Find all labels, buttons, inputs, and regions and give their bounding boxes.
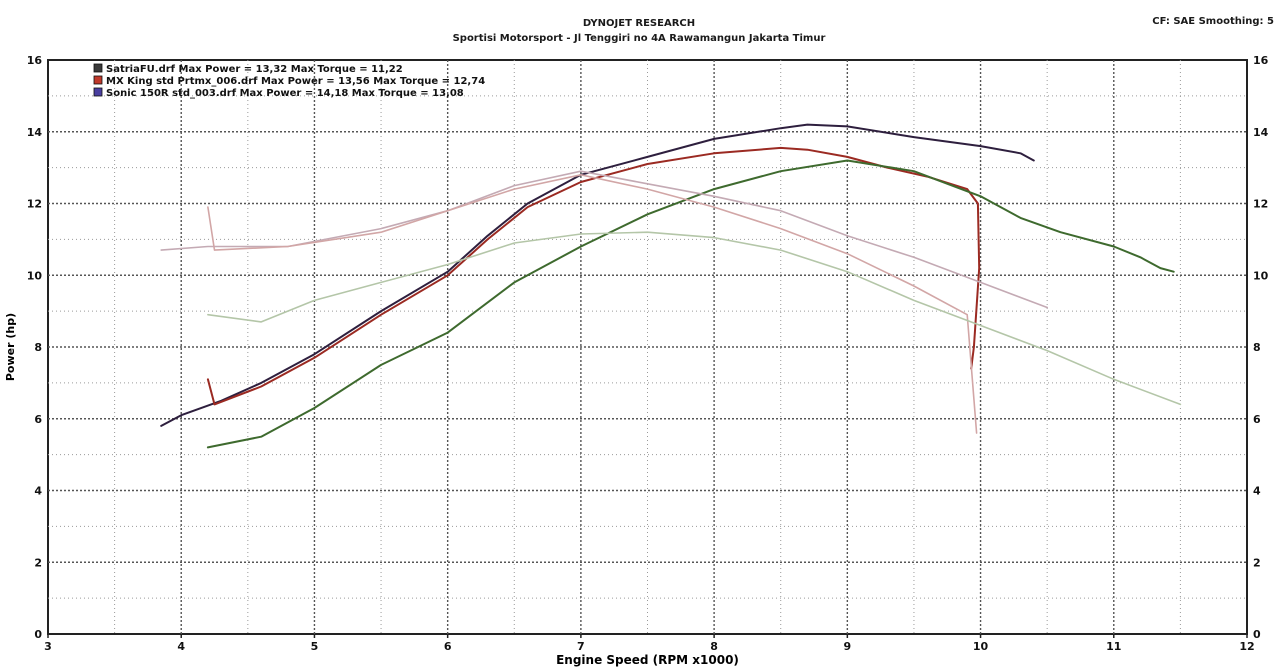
torque-curve-2 bbox=[207, 174, 978, 434]
settings-readout: CF: SAE Smoothing: 5 bbox=[1152, 16, 1274, 27]
x-tick-label: 11 bbox=[1106, 640, 1121, 653]
series-layer bbox=[160, 123, 1182, 449]
y2-tick-label: 12 bbox=[1253, 198, 1268, 211]
y2-tick-label: 6 bbox=[1253, 413, 1261, 426]
chart-subtitle: Sportisi Motorsport - Jl Tenggiri no 4A … bbox=[452, 33, 826, 44]
y-tick-label: 10 bbox=[27, 269, 43, 282]
legend-swatch bbox=[93, 87, 103, 97]
y-tick-label: 2 bbox=[34, 556, 42, 569]
x-tick-label: 4 bbox=[177, 640, 185, 653]
x-tick-label: 3 bbox=[44, 640, 52, 653]
grid bbox=[47, 59, 1248, 635]
x-tick-label: 9 bbox=[844, 640, 852, 653]
legend-entry: Sonic 150R std_003.drf Max Power = 14,18… bbox=[106, 88, 464, 99]
y2-tick-label: 10 bbox=[1253, 269, 1269, 282]
y2-tick-label: 4 bbox=[1253, 485, 1261, 498]
chart-title: DYNOJET RESEARCH bbox=[582, 18, 696, 29]
power-curve-2 bbox=[206, 146, 981, 406]
x-tick-label: 10 bbox=[973, 640, 989, 653]
x-tick-label: 12 bbox=[1239, 640, 1254, 653]
y2-tick-label: 14 bbox=[1253, 126, 1269, 139]
legend-swatch bbox=[93, 75, 103, 85]
plot-frame bbox=[47, 59, 1248, 635]
y2-tick-label: 0 bbox=[1253, 628, 1261, 641]
power-curve-3 bbox=[206, 159, 1175, 449]
legend-entry: SatriaFU.drf Max Power = 13,32 Max Torqu… bbox=[106, 64, 403, 75]
y2-tick-label: 2 bbox=[1253, 556, 1261, 569]
x-tick-label: 5 bbox=[311, 640, 319, 653]
x-axis-label: Engine Speed (RPM x1000) bbox=[556, 653, 739, 667]
legend-swatch bbox=[93, 63, 103, 73]
legend: SatriaFU.drf Max Power = 13,32 Max Torqu… bbox=[93, 63, 485, 99]
y-tick-label: 6 bbox=[34, 413, 42, 426]
x-tick-label: 7 bbox=[577, 640, 585, 653]
y2-tick-label: 16 bbox=[1253, 54, 1269, 67]
y-tick-label: 0 bbox=[34, 628, 42, 641]
y-tick-label: 4 bbox=[34, 485, 42, 498]
torque-curve-3 bbox=[207, 231, 1182, 406]
x-tick-label: 6 bbox=[444, 640, 452, 653]
y-axis-label: Power (hp) bbox=[4, 313, 17, 381]
legend-entry: MX King std Prtmx_006.drf Max Power = 13… bbox=[106, 76, 485, 87]
y2-tick-label: 8 bbox=[1253, 341, 1261, 354]
y-tick-label: 14 bbox=[27, 126, 43, 139]
y-tick-label: 8 bbox=[34, 341, 42, 354]
y-tick-label: 12 bbox=[27, 198, 42, 211]
x-tick-label: 8 bbox=[710, 640, 718, 653]
y-tick-label: 16 bbox=[27, 54, 43, 67]
